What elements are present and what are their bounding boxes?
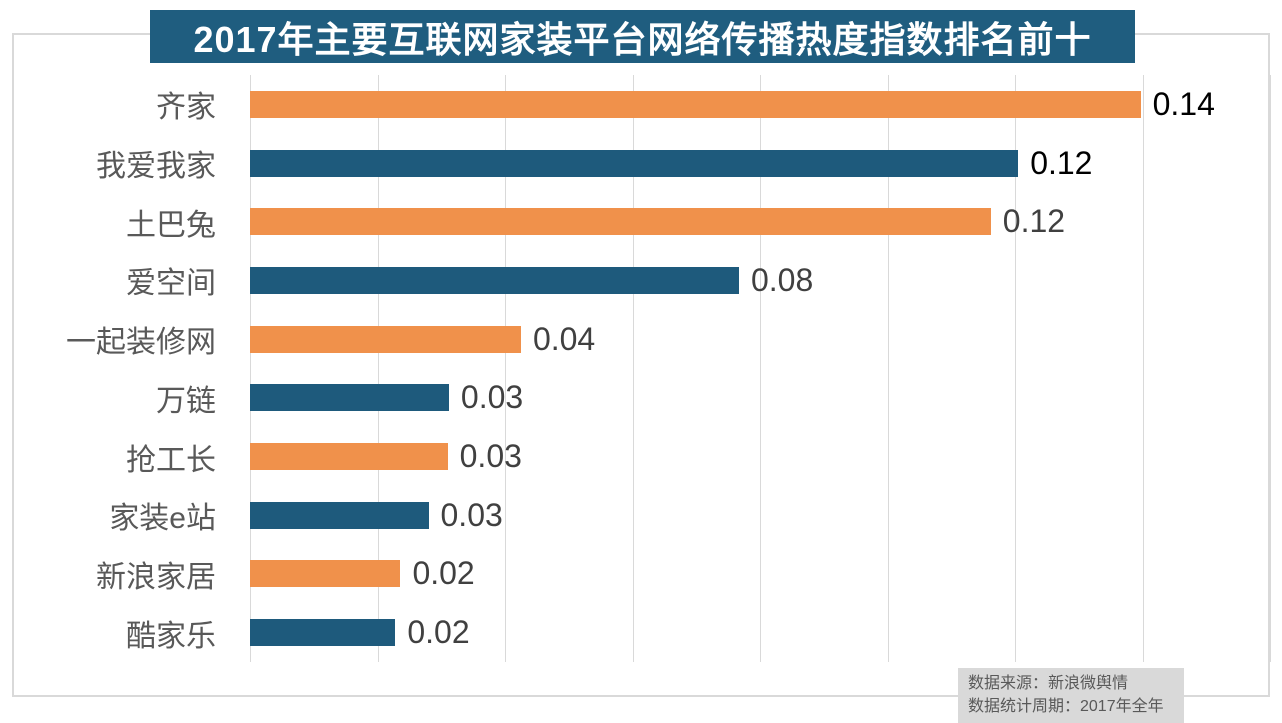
value-label: 0.12 — [1030, 144, 1093, 181]
bar-track: 0.02 — [250, 614, 1270, 651]
bar — [250, 325, 521, 353]
bar-row: 新浪家居 0.02 — [12, 545, 1270, 604]
gridline — [1015, 75, 1016, 662]
bar — [250, 501, 429, 529]
category-label: 新浪家居 — [96, 560, 216, 594]
value-label: 0.12 — [1002, 203, 1066, 240]
value-label: 0.03 — [459, 438, 522, 475]
data-period-line: 数据统计周期：2017年全年 — [968, 698, 1164, 715]
category-label: 一起装修网 — [66, 326, 216, 360]
category-label: 万链 — [156, 384, 216, 418]
gridline — [1142, 75, 1144, 662]
bar-rows: 齐家 0.14 我爱我家 0.12 土巴兔 0.12 爱空间 0.08 一起装修… — [12, 75, 1270, 662]
bar — [250, 619, 396, 647]
chart-title: 2017年主要互联网家装平台网络传播热度指数排名前十 — [150, 10, 1135, 63]
bar — [250, 90, 1141, 118]
value-label: 0.08 — [750, 261, 814, 298]
bar-row: 一起装修网 0.04 — [12, 310, 1270, 369]
data-source-line: 数据来源：新浪微舆情 — [968, 675, 1129, 692]
bar — [250, 443, 448, 471]
category-label: 土巴兔 — [126, 208, 216, 242]
bar — [250, 149, 1019, 177]
chart-frame — [12, 33, 1270, 697]
bar — [250, 384, 449, 412]
bar-row: 万链 0.03 — [12, 369, 1270, 428]
bar-track: 0.08 — [250, 262, 1270, 299]
value-label: 0.03 — [460, 379, 524, 416]
bar — [250, 266, 739, 294]
bar-row: 爱空间 0.08 — [12, 251, 1270, 310]
bar-track: 0.12 — [250, 203, 1270, 240]
bar-track: 0.03 — [250, 438, 1270, 475]
value-label: 0.14 — [1152, 85, 1215, 122]
category-label: 酷家乐 — [126, 619, 216, 653]
value-label: 0.02 — [412, 555, 475, 592]
gridline — [250, 75, 251, 662]
gridline — [1270, 75, 1271, 662]
gridline — [377, 75, 379, 662]
value-label: 0.03 — [440, 496, 503, 533]
bar-track: 0.12 — [250, 145, 1270, 182]
bar-row: 酷家乐 0.02 — [12, 603, 1270, 662]
bar-track: 0.03 — [250, 497, 1270, 534]
gridline — [887, 75, 889, 662]
bar-track: 0.02 — [250, 555, 1270, 592]
value-label: 0.04 — [532, 320, 596, 357]
bar-row: 齐家 0.14 — [12, 75, 1270, 134]
category-label: 我爱我家 — [96, 150, 216, 184]
bar-row: 家装e站 0.03 — [12, 486, 1270, 545]
gridlines — [250, 75, 1271, 662]
category-label: 齐家 — [156, 91, 216, 125]
bar-track: 0.14 — [250, 86, 1270, 123]
bar-row: 我爱我家 0.12 — [12, 134, 1270, 193]
bar-track: 0.03 — [250, 379, 1270, 416]
bar — [250, 208, 991, 236]
category-label: 抢工长 — [126, 443, 216, 477]
gridline — [505, 75, 506, 662]
data-source-note: 数据来源：新浪微舆情 数据统计周期：2017年全年 — [958, 668, 1184, 723]
bar-track: 0.04 — [250, 321, 1270, 358]
gridline — [632, 75, 634, 662]
bar — [250, 560, 401, 588]
bar-row: 抢工长 0.03 — [12, 427, 1270, 486]
category-label: 家装e站 — [109, 502, 216, 536]
category-label: 爱空间 — [126, 267, 216, 301]
value-label: 0.02 — [407, 614, 470, 651]
gridline — [760, 75, 761, 662]
plot-area: 齐家 0.14 我爱我家 0.12 土巴兔 0.12 爱空间 0.08 一起装修… — [12, 75, 1271, 662]
bar-row: 土巴兔 0.12 — [12, 192, 1270, 251]
